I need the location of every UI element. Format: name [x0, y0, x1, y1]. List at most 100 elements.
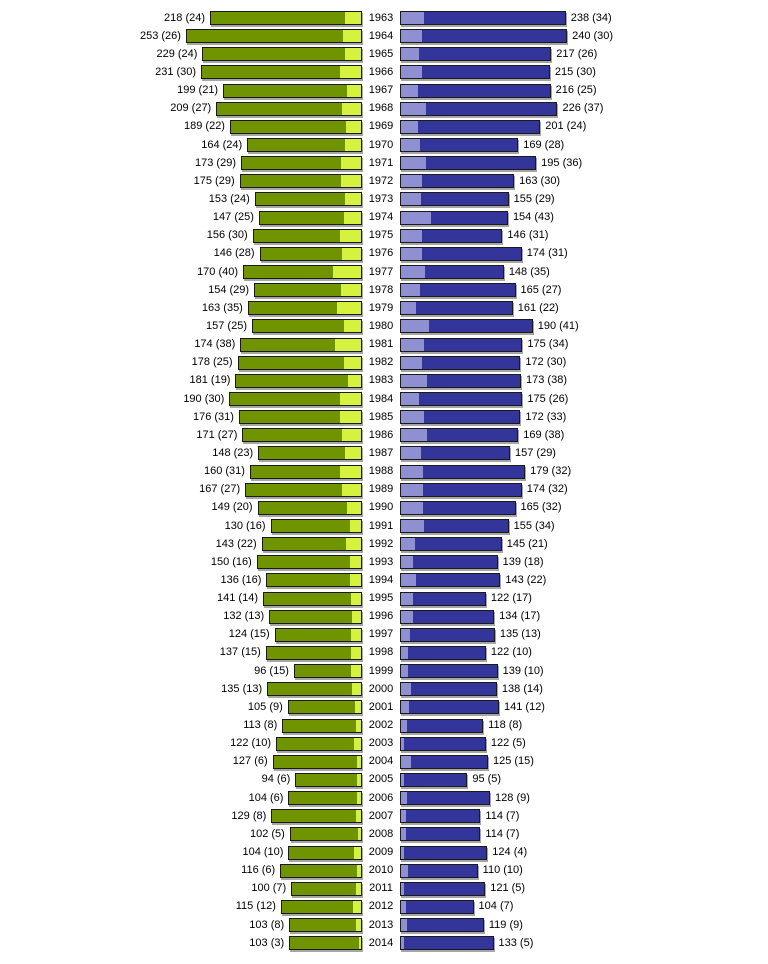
bar-row: 163 (35) 1979 161 (22) [0, 299, 768, 317]
right-bar [400, 210, 508, 225]
bar-row: 164 (24) 1970 169 (28) [0, 136, 768, 154]
bar-row: 100 (7) 2011 121 (5) [0, 880, 768, 898]
left-bar-main-segment [255, 193, 345, 206]
right-bar-highlight-segment [401, 592, 413, 605]
year-label: 1994 [368, 573, 394, 586]
left-bar-main-segment [259, 211, 344, 224]
right-bar-main-segment [423, 411, 520, 424]
bar-row: 130 (16) 1991 155 (34) [0, 517, 768, 535]
left-bar-main-segment [244, 266, 334, 279]
bar-row: 253 (26) 1964 240 (30) [0, 27, 768, 45]
left-side: 173 (29) [0, 156, 362, 171]
right-bar-highlight-segment [401, 429, 428, 442]
year-label: 1967 [368, 84, 394, 97]
left-value-label: 104 (6) [248, 791, 284, 804]
right-bar [400, 500, 516, 515]
year-label: 1970 [368, 138, 394, 151]
left-bar-main-segment [255, 284, 342, 297]
year-label: 1971 [368, 156, 394, 169]
right-bar-highlight-segment [401, 102, 427, 115]
left-bar-main-segment [275, 628, 351, 641]
left-bar-highlight-segment [342, 429, 361, 442]
left-side: 113 (8) [0, 718, 362, 733]
left-value-label: 209 (27) [170, 102, 212, 115]
right-bar [400, 29, 568, 44]
right-side: 165 (32) [400, 500, 768, 515]
year-label: 2006 [368, 791, 394, 804]
right-value-label: 135 (13) [499, 628, 541, 641]
bar-row: 175 (29) 1972 163 (30) [0, 172, 768, 190]
left-value-label: 156 (30) [206, 229, 248, 242]
right-value-label: 172 (30) [525, 356, 567, 369]
year-label: 1989 [368, 483, 394, 496]
right-bar-main-segment [419, 284, 515, 297]
left-bar-highlight-segment [350, 574, 361, 587]
left-bar [223, 83, 362, 98]
right-bar-highlight-segment [401, 393, 419, 406]
left-bar-main-segment [294, 665, 351, 678]
right-side: 135 (13) [400, 627, 768, 642]
right-bar-highlight-segment [401, 266, 426, 279]
right-value-label: 174 (32) [526, 483, 568, 496]
right-bar-main-segment [412, 610, 494, 623]
bar-row: 199 (21) 1967 216 (25) [0, 82, 768, 100]
right-bar [400, 682, 497, 697]
year-label: 1973 [368, 192, 394, 205]
left-bar-highlight-segment [350, 665, 361, 678]
left-bar [261, 537, 362, 552]
right-value-label: 175 (34) [527, 338, 569, 351]
right-value-label: 190 (41) [537, 319, 579, 332]
year-label: 1979 [368, 301, 394, 314]
right-bar-main-segment [423, 465, 525, 478]
year-label: 2005 [368, 773, 394, 786]
right-value-label: 139 (18) [502, 555, 544, 568]
left-side: 170 (40) [0, 265, 362, 280]
left-side: 218 (24) [0, 11, 362, 26]
left-bar-highlight-segment [345, 447, 361, 460]
bar-row: 141 (14) 1995 122 (17) [0, 590, 768, 608]
right-value-label: 119 (9) [488, 918, 523, 931]
left-bar-main-segment [260, 247, 342, 260]
right-bar-main-segment [411, 755, 487, 768]
right-bar [400, 156, 537, 171]
left-side: 190 (30) [0, 392, 362, 407]
bar-row: 190 (30) 1984 175 (26) [0, 390, 768, 408]
left-bar-highlight-segment [334, 338, 361, 351]
right-bar [400, 373, 522, 388]
left-value-label: 189 (22) [184, 120, 225, 133]
right-bar-main-segment [421, 356, 520, 369]
left-bar [242, 428, 362, 443]
year-label: 1996 [368, 610, 394, 623]
left-bar-main-segment [271, 520, 350, 532]
left-value-label: 157 (25) [206, 319, 247, 332]
right-bar-highlight-segment [401, 755, 412, 768]
left-side: 154 (29) [0, 283, 362, 298]
right-bar-main-segment [423, 483, 521, 496]
left-value-label: 113 (8) [243, 719, 278, 732]
bar-row: 105 (9) 2001 141 (12) [0, 698, 768, 716]
left-side: 105 (9) [0, 700, 362, 715]
right-side: 104 (7) [400, 899, 768, 914]
right-value-label: 125 (15) [492, 755, 534, 768]
year-label: 1995 [368, 592, 394, 605]
bar-row: 149 (20) 1990 165 (32) [0, 499, 768, 517]
right-side: 110 (10) [400, 863, 768, 878]
right-bar [400, 83, 551, 98]
left-bar-highlight-segment [356, 792, 361, 805]
left-bar [271, 809, 362, 824]
right-value-label: 216 (25) [555, 84, 597, 97]
right-bar-main-segment [407, 665, 497, 678]
left-bar-highlight-segment [341, 175, 361, 188]
right-bar [400, 228, 503, 243]
year-label: 1997 [368, 628, 394, 641]
right-bar-highlight-segment [401, 701, 410, 714]
left-bar [289, 918, 362, 933]
right-value-label: 217 (26) [556, 47, 598, 60]
right-bar-main-segment [421, 66, 549, 79]
bar-row: 189 (22) 1969 201 (24) [0, 118, 768, 136]
right-value-label: 238 (34) [570, 11, 612, 24]
left-bar-highlight-segment [343, 30, 361, 43]
right-bar-main-segment [422, 229, 502, 242]
right-bar-main-segment [430, 211, 507, 224]
left-bar-highlight-segment [356, 773, 361, 786]
